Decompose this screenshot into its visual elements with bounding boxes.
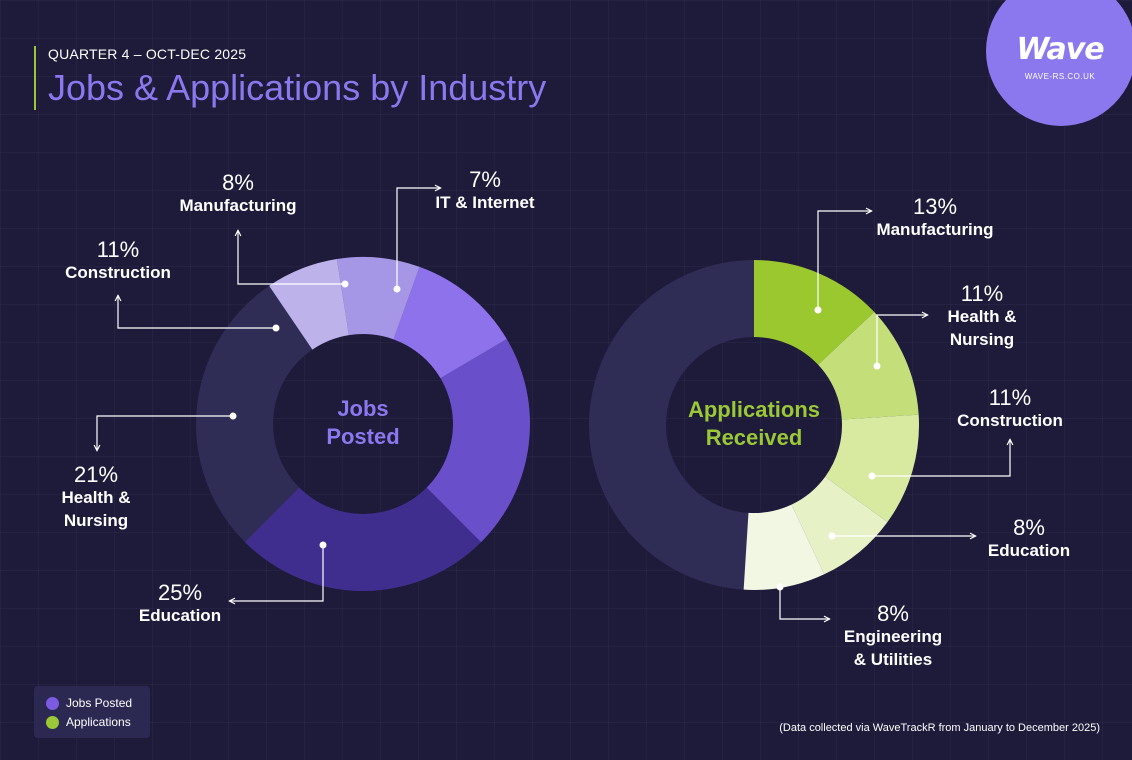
jobs-leader-dot-health-and-nursing: [229, 412, 237, 420]
applications-leader-line-engineering-and-utilities: [779, 587, 829, 619]
applications-leader-line-manufacturing: [817, 211, 871, 310]
applications-leader-line-health-and-nursing: [876, 315, 927, 366]
legend: Jobs Posted Applications: [34, 686, 150, 738]
quarter-label: QUARTER 4 – OCT-DEC 2025: [48, 46, 247, 62]
applications-slice-engineering-and-utilities: [743, 504, 825, 590]
jobs-slice-health-and-nursing: [426, 338, 530, 543]
legend-label-applications: Applications: [66, 715, 131, 729]
jobs-slice-it-and-internet: [269, 259, 349, 350]
applications-slice-construction: [825, 414, 920, 522]
jobs-callout-manufacturing: 8%Manufacturing: [179, 170, 349, 288]
jobs-value-label-education: 25%: [158, 580, 202, 605]
jobs-callout-it-and-internet: 7%IT & Internet: [393, 167, 535, 293]
brand-url[interactable]: WAVE-RS.CO.UK: [1024, 72, 1096, 81]
applications-callout-manufacturing: 13%Manufacturing: [814, 194, 994, 314]
jobs-value-label-health-and-nursing: 21%: [74, 462, 118, 487]
jobs-category-label-education: Education: [139, 606, 221, 625]
jobs-leader-line-construction: [118, 296, 276, 329]
jobs-leader-dot-construction: [272, 324, 280, 332]
applications-category-label-education: Education: [988, 541, 1070, 560]
jobs-leader-line-it-and-internet: [396, 188, 440, 289]
applications-value-label-engineering-and-utilities: 8%: [877, 601, 909, 626]
jobs-callout-health-and-nursing: 21%Health & Nursing: [62, 412, 237, 530]
applications-slice-manufacturing: [754, 260, 875, 365]
jobs-leader-line-manufacturing: [238, 231, 345, 285]
applications-callout-health-and-nursing: 11%Health & Nursing: [873, 281, 1017, 370]
brand-logo: Wave: [1016, 32, 1104, 67]
applications-callout-education: 8%Education: [828, 515, 1070, 560]
applications-slice-health-and-nursing: [818, 312, 919, 420]
applications-callout-construction: 11%Construction: [868, 385, 1063, 480]
applications-category-label-health-and-nursing: Health & Nursing: [948, 307, 1017, 349]
jobs-category-label-it-and-internet: IT & Internet: [435, 193, 535, 212]
legend-swatch-jobs: [46, 696, 59, 710]
jobs-leader-dot-it-and-internet: [393, 285, 401, 293]
legend-label-jobs: Jobs Posted: [66, 696, 133, 710]
jobs-callout-education: 25%Education: [139, 541, 327, 625]
applications-value-label-construction: 11%: [989, 385, 1031, 410]
applications-slice-education: [791, 476, 888, 575]
applications-value-label-manufacturing: 13%: [913, 194, 957, 219]
jobs-center-label: Jobs Posted: [326, 396, 399, 449]
jobs-value-label-manufacturing: 8%: [222, 170, 254, 195]
applications-leader-dot-engineering-and-utilities: [776, 583, 784, 591]
jobs-callout-construction: 11%Construction: [65, 237, 280, 332]
jobs-category-label-construction: Construction: [65, 263, 171, 282]
legend-swatch-applications: [46, 715, 59, 729]
applications-leader-dot-construction: [868, 472, 876, 480]
jobs-slice-construction: [393, 266, 507, 379]
jobs-slice-education: [244, 487, 482, 591]
jobs-slice-manufacturing: [336, 257, 420, 340]
jobs-category-label-health-and-nursing: Health & Nursing: [62, 488, 131, 530]
legend-item-jobs: Jobs Posted: [46, 696, 132, 710]
applications-leader-dot-manufacturing: [814, 306, 822, 314]
applications-category-label-manufacturing: Manufacturing: [876, 220, 993, 239]
brand-badge[interactable]: [986, 0, 1132, 126]
jobs-value-label-construction: 11%: [97, 237, 139, 262]
jobs-category-label-manufacturing: Manufacturing: [179, 196, 296, 215]
applications-value-label-health-and-nursing: 11%: [961, 281, 1003, 306]
applications-value-label-education: 8%: [1013, 515, 1045, 540]
page-title: Jobs & Applications by Industry: [48, 67, 547, 108]
jobs-value-label-it-and-internet: 7%: [469, 167, 501, 192]
applications-donut: Applications Received13%Manufacturing11%H…: [589, 194, 1070, 669]
header: QUARTER 4 – OCT-DEC 2025 Jobs & Applicat…: [34, 46, 546, 110]
jobs-donut: Jobs Posted 25%Education 21%Health & Nursing…: [62, 167, 535, 625]
applications-leader-line-construction: [872, 440, 1010, 477]
jobs-leader-line-education: [230, 545, 324, 601]
applications-category-label-construction: Construction: [957, 411, 1063, 430]
applications-category-label-engineering-and-utilities: Engineering & Utilities: [844, 627, 942, 669]
jobs-leader-dot-manufacturing: [341, 280, 349, 288]
applications-leader-dot-education: [828, 532, 836, 540]
applications-center-label: Applications Received: [688, 397, 820, 450]
applications-leader-dot-health-and-nursing: [873, 362, 881, 370]
legend-item-applications: Applications: [46, 715, 131, 729]
footnote: (Data collected via WaveTrackR from Janu…: [779, 722, 1100, 734]
jobs-leader-dot-education: [319, 541, 327, 549]
jobs-leader-line-health-and-nursing: [97, 415, 233, 450]
applications-callout-engineering-and-utilities: 8%Engineering & Utilities: [776, 583, 942, 669]
